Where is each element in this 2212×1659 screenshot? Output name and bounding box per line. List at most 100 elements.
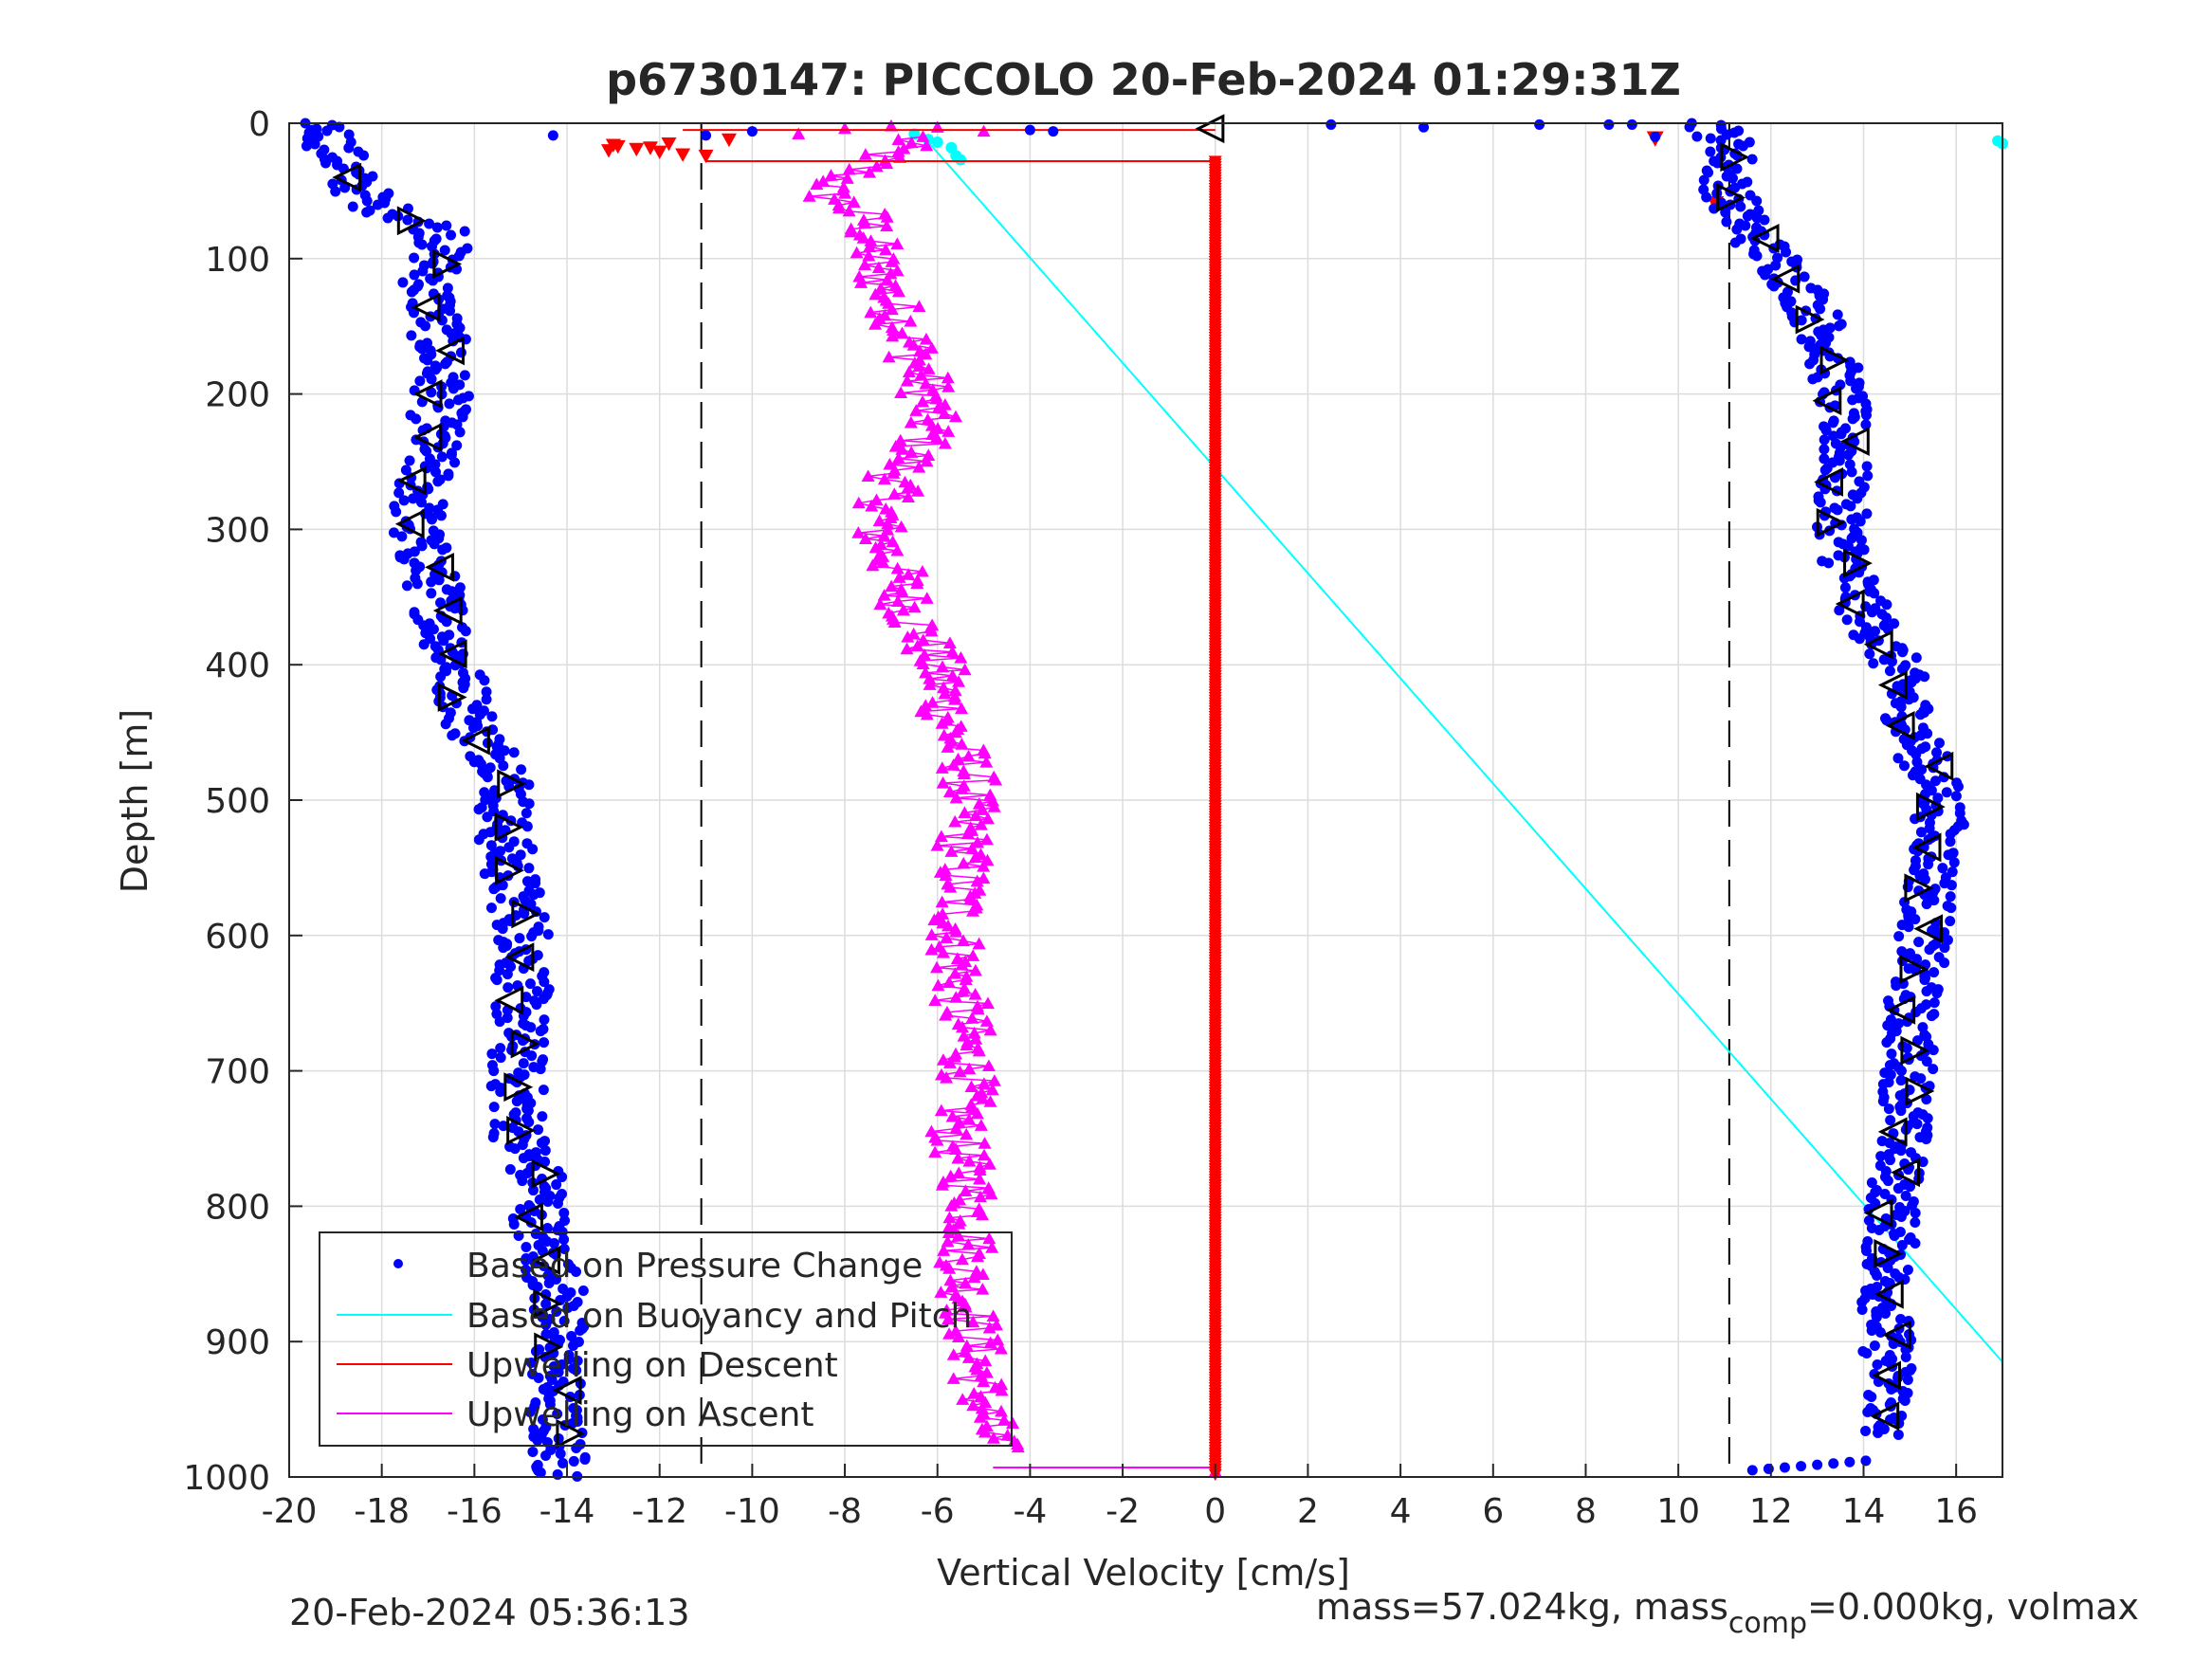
pressure-change-point <box>542 929 554 940</box>
ascent-upwelling-point <box>941 380 956 392</box>
pressure-change-point <box>521 821 533 832</box>
pressure-change-point <box>1727 173 1738 184</box>
x-tick-label: -6 <box>921 1492 955 1531</box>
ascent-upwelling-segment <box>897 597 927 603</box>
pressure-change-point <box>1729 237 1741 248</box>
ascent-upwelling-point <box>948 410 962 423</box>
ascent-upwelling-segment <box>932 699 956 703</box>
pressure-change-point <box>558 1244 570 1255</box>
pressure-change-point <box>1796 334 1807 345</box>
x-tick-label: -12 <box>631 1492 687 1531</box>
ascent-upwelling-point <box>884 118 898 132</box>
pressure-change-point <box>539 1037 550 1048</box>
ascent-upwelling-segment <box>941 898 971 903</box>
ascent-upwelling-point <box>936 776 950 789</box>
pressure-change-point <box>539 1157 551 1168</box>
pressure-change-point <box>579 1453 591 1465</box>
pressure-change-point <box>562 1303 574 1313</box>
ascent-upwelling-point <box>912 300 926 312</box>
turn-marker-triangle <box>1886 994 1916 1025</box>
pressure-change-point <box>1860 419 1872 430</box>
ascent-upwelling-point <box>937 681 951 694</box>
ascent-upwelling-point <box>858 258 872 270</box>
ascent-upwelling-point <box>944 845 959 857</box>
pressure-change-point <box>1832 504 1843 516</box>
turn-marker-triangle <box>1891 1158 1921 1188</box>
ascent-upwelling-segment <box>925 383 949 388</box>
ascent-upwelling-point <box>980 996 995 1010</box>
ascent-upwelling-point <box>942 785 957 798</box>
pressure-change-point <box>1874 1326 1886 1338</box>
ascent-upwelling-point <box>940 931 954 943</box>
pressure-change-point <box>531 999 542 1011</box>
pressure-change-point <box>1872 1358 1883 1370</box>
ascent-upwelling-segment <box>859 273 891 278</box>
turn-marker-triangle <box>1863 1198 1893 1228</box>
pressure-change-point <box>1847 413 1858 425</box>
pressure-change-point <box>1768 281 1780 292</box>
y-tick-label: 1000 <box>183 1459 270 1498</box>
y-tick-label: 500 <box>205 782 270 821</box>
pressure-change-point <box>432 476 444 487</box>
ascent-upwelling-point <box>868 287 883 301</box>
pressure-change-point <box>445 305 456 317</box>
ascent-upwelling-point <box>973 1163 987 1176</box>
pressure-change-point <box>1746 154 1758 165</box>
ascent-upwelling-point <box>956 984 970 997</box>
pressure-change-point <box>1895 1313 1907 1324</box>
pressure-change-point <box>541 1223 553 1234</box>
pressure-change-point <box>1885 1115 1896 1126</box>
pressure-change-point <box>1923 859 1934 870</box>
ascent-upwelling-segment <box>931 931 957 936</box>
pressure-change-point <box>534 1194 545 1206</box>
pressure-change-point <box>1900 1191 1911 1202</box>
ascent-upwelling-point <box>976 1092 990 1104</box>
turn-marker-triangle <box>1885 711 1915 740</box>
ascent-upwelling-point <box>956 1393 970 1405</box>
ascent-upwelling-point <box>887 615 902 628</box>
pressure-change-point <box>558 1315 570 1326</box>
pressure-change-point <box>1877 1079 1889 1090</box>
ascent-upwelling-segment <box>865 538 893 543</box>
pressure-change-point <box>571 1442 582 1453</box>
pressure-change-point <box>502 1012 513 1024</box>
y-tick-label: 900 <box>205 1323 270 1362</box>
ascent-upwelling-segment <box>964 1348 1001 1353</box>
y-ticks: 0 100 200 300 400 500 600 700 800 900 1000 <box>183 105 302 1498</box>
pressure-change-point <box>1899 1395 1910 1406</box>
ascent-upwelling-point <box>978 1425 993 1438</box>
descent-upwelling-point <box>661 137 677 152</box>
ascent-upwelling-point <box>982 1321 996 1334</box>
ascent-upwelling-segment <box>875 547 898 552</box>
pressure-change-point <box>539 912 550 923</box>
pressure-change-point <box>527 1185 539 1196</box>
ascent-upwelling-segment <box>929 675 953 680</box>
turn-marker-triangle <box>1874 1238 1904 1268</box>
mass-prefix: mass=57.024kg, mass <box>1316 1586 1728 1628</box>
pressure-change-point <box>438 635 449 647</box>
pressure-change-point <box>1705 133 1716 144</box>
pressure-change-point <box>1742 210 1753 222</box>
pressure-change-point <box>1926 1011 1937 1022</box>
pressure-change-point <box>498 1121 509 1132</box>
pressure-change-point <box>388 527 399 538</box>
turn-marker-triangle <box>412 422 443 452</box>
ascent-upwelling-point <box>1011 1440 1025 1453</box>
ascent-upwelling-point <box>971 1002 985 1015</box>
ascent-upwelling-segment <box>950 1276 975 1282</box>
pressure-change-point <box>1691 131 1703 142</box>
ascent-upwelling-point <box>987 800 1001 812</box>
pressure-change-point <box>426 387 437 398</box>
ascent-upwelling-point <box>951 1151 965 1164</box>
ascent-upwelling-point <box>936 1053 950 1066</box>
ascent-upwelling-point <box>944 1199 959 1212</box>
turn-marker-triangle <box>514 1202 543 1232</box>
ascent-upwelling-segment <box>889 460 927 465</box>
turn-marker-triangle <box>1911 832 1942 863</box>
ascent-upwelling-point <box>959 1300 973 1313</box>
pressure-change-point <box>518 1153 529 1164</box>
ascent-upwelling-segment <box>868 243 898 248</box>
ascent-upwelling-segment <box>979 1416 1005 1422</box>
buoyancy-pitch-point <box>955 154 967 166</box>
ascent-upwelling-point <box>881 517 895 530</box>
